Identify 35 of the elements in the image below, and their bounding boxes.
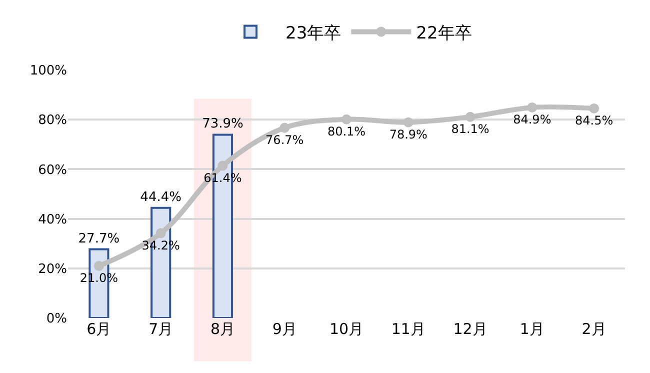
data-label: 78.9%	[389, 128, 428, 142]
point	[218, 160, 228, 171]
point	[465, 112, 476, 122]
x-tick-label: 11月	[391, 320, 426, 338]
y-tick-label: 80%	[38, 113, 67, 128]
x-tick-label: 8月	[210, 320, 235, 338]
point	[342, 114, 352, 124]
x-tick-label: 2月	[582, 320, 606, 338]
point	[589, 103, 600, 114]
point	[403, 117, 414, 128]
x-tick-label: 6月	[86, 320, 112, 338]
y-tick-label: 60%	[38, 162, 67, 178]
y-tick-label: 40%	[38, 212, 67, 228]
x-tick-label: 1月	[520, 320, 544, 338]
y-tick-label: 100%	[30, 64, 67, 79]
data-label: 84.9%	[513, 112, 552, 127]
data-label: 27.7%	[78, 231, 120, 246]
point	[527, 102, 538, 112]
point	[94, 260, 104, 271]
legend-label: 23年卒	[286, 23, 342, 44]
point	[280, 122, 290, 133]
x-tick-label: 9月	[272, 320, 297, 338]
data-label: 80.1%	[327, 124, 366, 139]
data-label: 81.1%	[451, 122, 490, 136]
x-tick-label: 12月	[453, 320, 488, 338]
y-tick-label: 20%	[38, 262, 67, 277]
data-label: 44.4%	[140, 190, 182, 205]
point	[156, 228, 166, 238]
data-label: 84.5%	[574, 114, 614, 128]
data-label: 73.9%	[202, 116, 244, 132]
y-tick-label: 0%	[46, 312, 67, 327]
x-tick-label: 7月	[148, 320, 174, 338]
data-label: 76.7%	[266, 133, 304, 148]
x-tick-label: 10月	[329, 320, 364, 338]
legend-label: 22年卒	[416, 23, 472, 44]
